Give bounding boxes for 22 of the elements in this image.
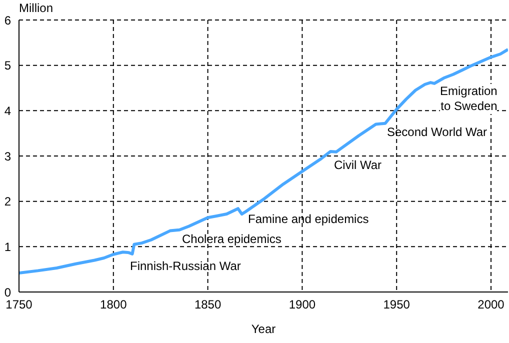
y-tick-label: 4 [4, 104, 12, 118]
x-tick-label: 1900 [288, 298, 316, 312]
y-tick-label: 6 [4, 13, 12, 28]
x-tick-label: 1850 [194, 298, 222, 312]
annotation: Civil War [334, 158, 382, 173]
annotation: Finnish-Russian War [130, 259, 241, 274]
line-series [19, 48, 508, 274]
annotation: Famine and epidemics [248, 212, 369, 227]
y-axis-title: Million [19, 1, 54, 15]
y-tick-label: 2 [4, 194, 12, 209]
y-tick-label: 0 [4, 285, 12, 300]
y-tick-label: 5 [4, 58, 12, 73]
x-tick-label: 1950 [383, 298, 410, 312]
x-tick-label: 1750 [6, 298, 33, 312]
annotation: Emigration to Sweden [440, 84, 498, 114]
y-tick-label: 1 [4, 240, 12, 254]
y-tick-label: 3 [4, 149, 12, 164]
x-tick-label: 2000 [478, 298, 505, 312]
x-axis-title: Year [251, 322, 276, 336]
x-tick-label: 1800 [100, 298, 128, 312]
annotation: Second World War [387, 125, 488, 140]
annotation: Cholera epidemics [182, 232, 282, 247]
